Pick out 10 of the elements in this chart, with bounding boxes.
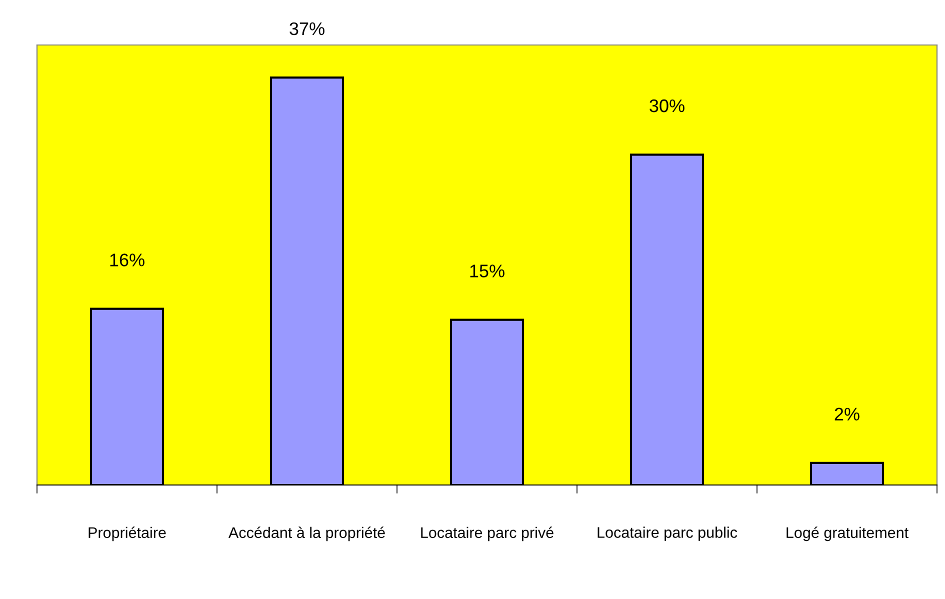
data-label: 15% xyxy=(470,264,504,278)
data-label: 37% xyxy=(290,22,324,36)
x-tick-label: Locataire parc public xyxy=(598,526,738,541)
x-tick-label: Accédant à la propriété xyxy=(228,526,385,542)
x-tick-label: Logé gratuitement xyxy=(786,526,908,542)
x-tick-label: Locataire parc privé xyxy=(421,526,554,542)
data-label: 2% xyxy=(834,408,860,420)
data-label: 16% xyxy=(110,254,144,266)
x-tick-label: Propriétaire xyxy=(88,526,166,542)
data-label: 30% xyxy=(650,99,684,112)
